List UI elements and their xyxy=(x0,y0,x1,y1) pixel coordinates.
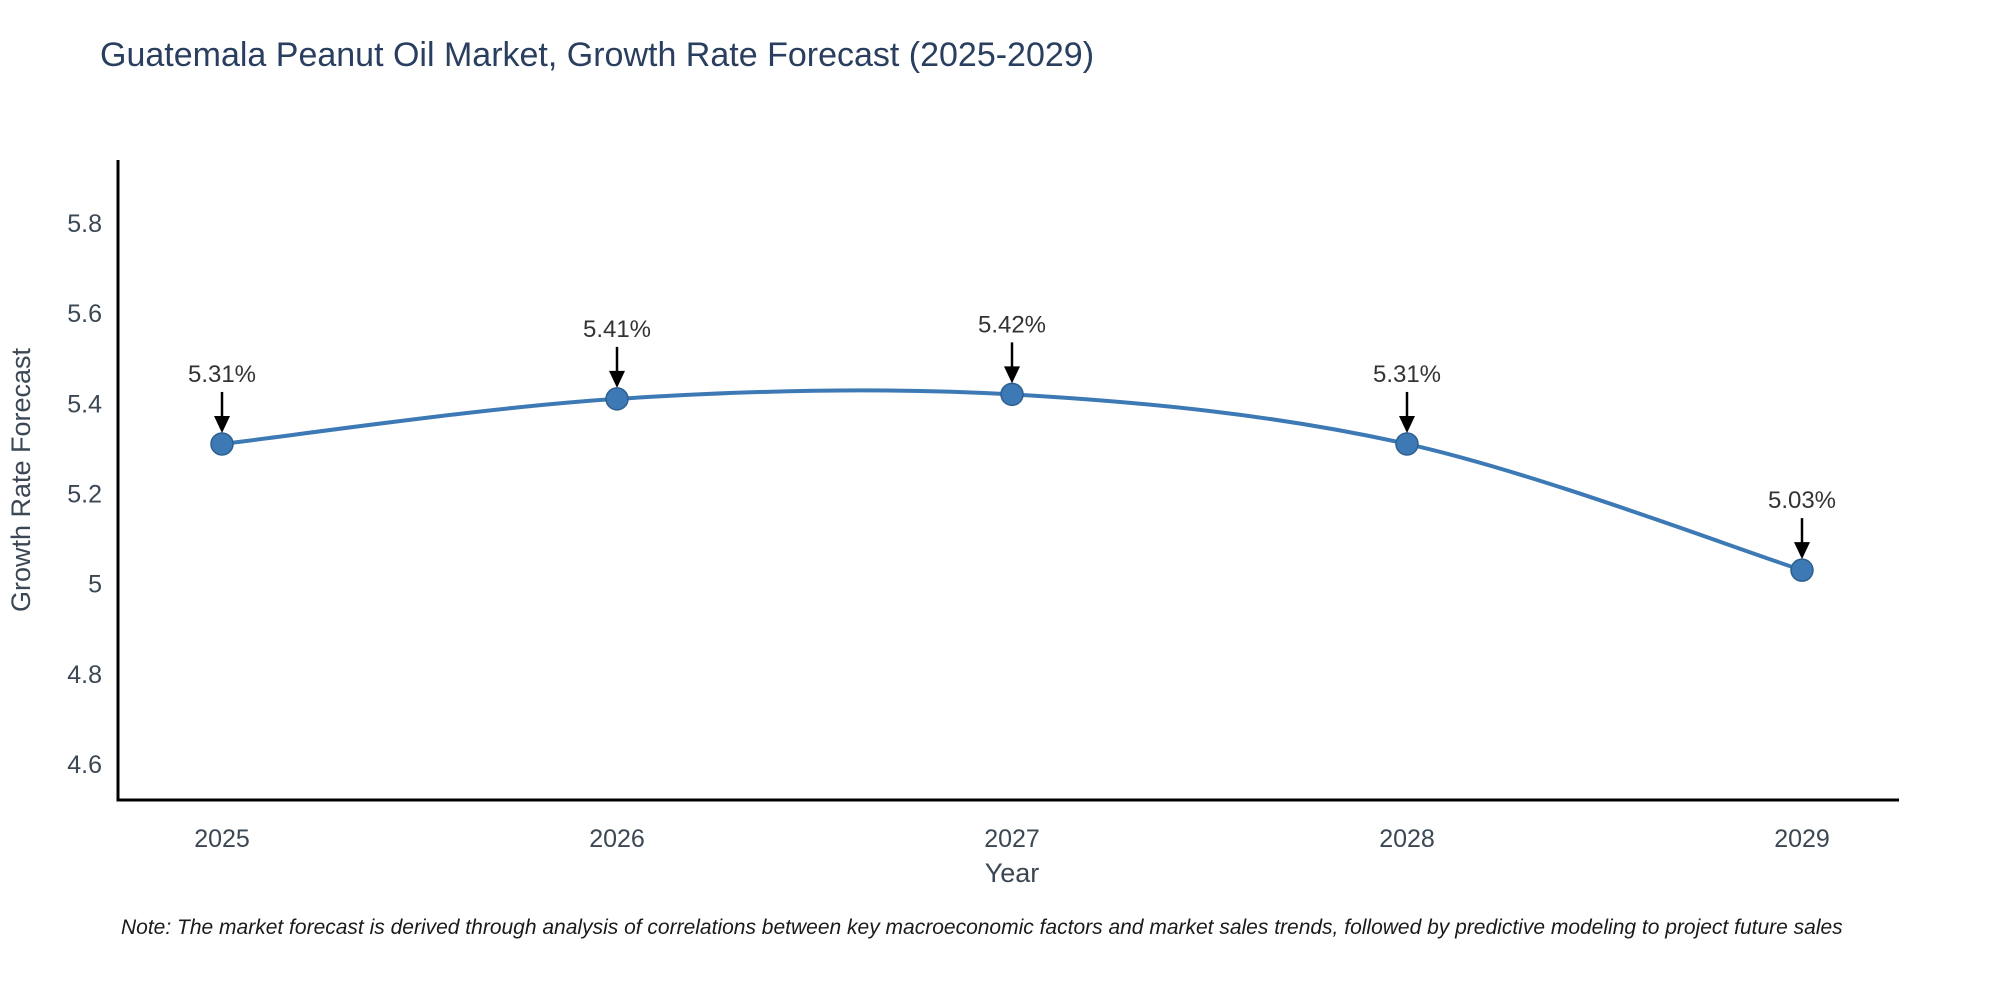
annotation-arrowhead xyxy=(1794,542,1810,560)
y-tick-label: 5.2 xyxy=(67,481,102,509)
x-tick-label: 2025 xyxy=(194,825,250,853)
annotation-label: 5.42% xyxy=(978,311,1046,338)
annotation-label: 5.41% xyxy=(583,316,651,343)
data-point-marker[interactable] xyxy=(210,432,234,456)
x-tick-label: 2026 xyxy=(589,825,645,853)
data-point-marker[interactable] xyxy=(1790,558,1814,582)
annotation-label: 5.03% xyxy=(1768,487,1836,514)
x-tick-label: 2027 xyxy=(984,825,1040,853)
x-tick-label: 2028 xyxy=(1379,825,1435,853)
y-axis-title: Growth Rate Forecast xyxy=(6,347,36,612)
y-tick-label: 5.8 xyxy=(67,210,102,238)
series-line xyxy=(220,388,1804,573)
data-point-marker[interactable] xyxy=(1395,432,1419,456)
footnote: Note: The market forecast is derived thr… xyxy=(121,916,1843,939)
y-tick-label: 4.6 xyxy=(67,751,102,779)
annotation-arrowhead xyxy=(1399,415,1415,433)
y-tick-label: 5.6 xyxy=(67,300,102,328)
annotation-label: 5.31% xyxy=(188,361,256,388)
data-point-marker[interactable] xyxy=(1000,382,1024,407)
x-axis-title: Year xyxy=(985,858,1040,888)
annotation-arrowhead xyxy=(214,415,230,433)
data-point-marker[interactable] xyxy=(605,387,629,411)
annotation-arrowhead xyxy=(1004,366,1020,384)
y-tick-label: 4.8 xyxy=(67,661,102,689)
y-tick-label: 5.4 xyxy=(67,390,102,418)
annotation-label: 5.31% xyxy=(1373,361,1441,388)
chart-title: Guatemala Peanut Oil Market, Growth Rate… xyxy=(100,36,1095,74)
y-tick-label: 5 xyxy=(88,571,102,599)
annotation-arrowhead xyxy=(609,370,625,388)
x-tick-label: 2029 xyxy=(1774,825,1830,853)
